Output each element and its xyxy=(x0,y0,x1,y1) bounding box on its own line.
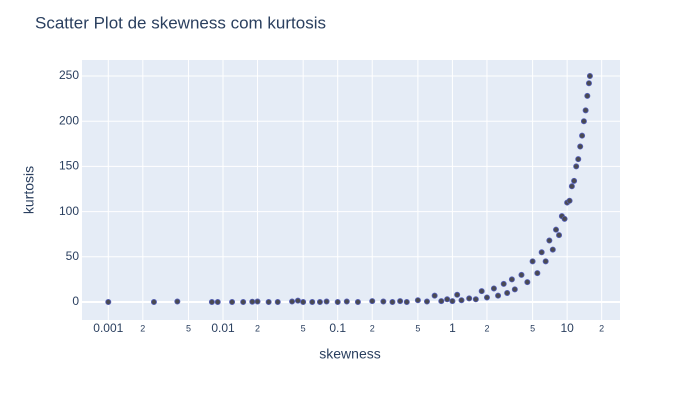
point xyxy=(380,298,387,305)
point xyxy=(309,299,316,306)
point xyxy=(174,298,181,305)
point xyxy=(294,297,301,304)
point xyxy=(566,197,573,204)
x-tick-label: 2 xyxy=(599,323,604,333)
x-tick-label: 2 xyxy=(255,323,260,333)
point xyxy=(483,294,490,301)
point xyxy=(265,299,272,306)
point xyxy=(538,249,545,256)
point xyxy=(466,295,473,302)
point xyxy=(518,271,525,278)
y-tick-label: 50 xyxy=(66,249,80,263)
point xyxy=(582,107,589,114)
point xyxy=(529,258,536,265)
x-tick-label: 0.1 xyxy=(329,321,346,335)
point xyxy=(438,298,445,305)
x-tick-label: 2 xyxy=(140,323,145,333)
point xyxy=(249,298,256,305)
point xyxy=(449,298,456,305)
x-tick-label: 5 xyxy=(301,323,306,333)
x-tick-label: 0.01 xyxy=(211,321,235,335)
y-tick-label: 200 xyxy=(59,113,79,127)
point xyxy=(254,298,261,305)
x-tick-label: 2 xyxy=(370,323,375,333)
x-tick-label: 5 xyxy=(415,323,420,333)
point xyxy=(105,299,112,306)
point xyxy=(553,226,560,233)
point xyxy=(150,299,157,306)
point xyxy=(397,298,404,305)
point xyxy=(343,298,350,305)
point xyxy=(334,299,341,306)
y-tick-label: 250 xyxy=(59,68,79,82)
point xyxy=(568,183,575,190)
point xyxy=(546,237,553,244)
x-tick-label: 5 xyxy=(530,323,535,333)
point xyxy=(389,299,396,306)
y-axis-title: kurtosis xyxy=(21,166,37,214)
point xyxy=(300,299,307,306)
y-tick-label: 0 xyxy=(72,294,79,308)
point xyxy=(444,296,451,303)
point xyxy=(414,297,421,304)
point xyxy=(472,296,479,303)
point xyxy=(274,299,281,306)
point xyxy=(561,215,568,222)
y-tick-label: 100 xyxy=(59,204,79,218)
point xyxy=(571,177,578,184)
point xyxy=(549,246,556,253)
point xyxy=(323,298,330,305)
point xyxy=(369,298,376,305)
point xyxy=(542,258,549,265)
x-tick-label: 0.001 xyxy=(93,321,123,335)
point xyxy=(490,285,497,292)
point xyxy=(500,280,507,287)
x-axis-title: skewness xyxy=(319,346,380,362)
point xyxy=(208,299,215,306)
point xyxy=(580,118,587,125)
point xyxy=(573,163,580,170)
point xyxy=(458,297,465,304)
point xyxy=(585,80,592,87)
point xyxy=(577,143,584,150)
point xyxy=(229,299,236,306)
chart-title: Scatter Plot de skewness com kurtosis xyxy=(35,13,326,32)
point xyxy=(575,156,582,163)
point xyxy=(403,299,410,306)
point xyxy=(316,299,323,306)
point xyxy=(524,279,531,286)
point xyxy=(579,132,586,139)
x-tick-label: 10 xyxy=(560,321,574,335)
plot-area xyxy=(82,60,620,320)
point xyxy=(508,276,515,283)
point xyxy=(586,73,593,80)
point xyxy=(454,291,461,298)
point xyxy=(478,288,485,295)
x-tick-label: 5 xyxy=(186,323,191,333)
point xyxy=(495,292,502,299)
point xyxy=(354,299,361,306)
point xyxy=(214,299,221,306)
point xyxy=(289,298,296,305)
y-tick-label: 150 xyxy=(59,159,79,173)
point xyxy=(511,286,518,293)
x-tick-label: 2 xyxy=(484,323,489,333)
point xyxy=(423,298,430,305)
x-tick-label: 1 xyxy=(449,321,456,335)
point xyxy=(504,289,511,296)
point xyxy=(431,292,438,299)
point xyxy=(584,92,591,99)
point xyxy=(534,270,541,277)
point xyxy=(240,299,247,306)
point xyxy=(556,232,563,239)
